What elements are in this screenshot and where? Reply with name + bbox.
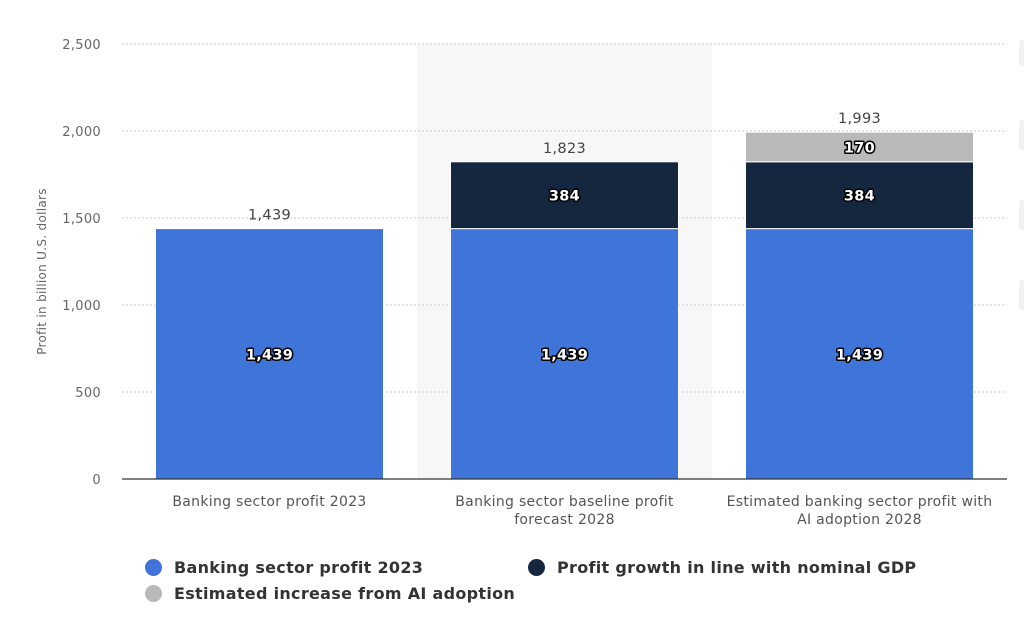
legend-item-banking-profit-2023[interactable]: Banking sector profit 2023: [145, 558, 423, 577]
legend-dot-profit-growth-gdp: [528, 559, 545, 576]
side-scroll-tab: [1019, 120, 1024, 150]
legend-label: Profit growth in line with nominal GDP: [557, 558, 917, 577]
bar-segment-label: 384: [549, 189, 580, 205]
y-tick-label: 1,500: [62, 212, 101, 227]
y-tick-label: 0: [92, 473, 101, 488]
legend-dot-banking-profit-2023: [145, 559, 162, 576]
side-scroll-tab: [1019, 280, 1024, 310]
legend-dot-ai-adoption-increase: [145, 585, 162, 602]
bar-total-label: 1,993: [838, 111, 881, 127]
x-category-label: Banking sector baseline profit: [455, 494, 674, 510]
bar-segment-label: 1,439: [541, 347, 588, 363]
y-tick-label: 500: [75, 386, 101, 401]
legend-item-ai-adoption-increase[interactable]: Estimated increase from AI adoption: [145, 584, 515, 603]
legend-label: Banking sector profit 2023: [174, 558, 424, 577]
bar-segment: [745, 161, 974, 230]
bar-segment: [155, 228, 384, 480]
side-scroll-tab: [1019, 200, 1024, 230]
y-tick-label: 2,500: [62, 38, 101, 53]
side-scroll-tab: [1019, 40, 1024, 66]
x-category-label: Banking sector profit 2023: [172, 494, 366, 510]
legend-label: Estimated increase from AI adoption: [174, 584, 516, 603]
legend-item-profit-growth-gdp[interactable]: Profit growth in line with nominal GDP: [528, 558, 916, 577]
chart-legend: Banking sector profit 2023 Profit growth…: [145, 558, 965, 618]
bar-segment-label: 1,439: [836, 347, 883, 363]
y-axis-label: Profit in billion U.S. dollars: [35, 188, 49, 355]
y-tick-label: 1,000: [62, 299, 101, 314]
y-tick-label: 2,000: [62, 125, 101, 140]
bar-segment: [745, 131, 974, 163]
bar-segment-label: 384: [844, 189, 875, 205]
bar-total-label: 1,823: [543, 141, 586, 157]
bar-segment-label: 1,439: [246, 347, 293, 363]
x-category-label: Estimated banking sector profit with: [727, 494, 993, 510]
x-category-label: forecast 2028: [514, 512, 615, 528]
bar-segment: [450, 161, 679, 230]
stacked-bar-chart: 0 500 1,000 1,500 2,000 2,500 Profit in billio…: [35, 38, 1007, 528]
bar-total-label: 1,439: [248, 208, 291, 224]
x-category-label: AI adoption 2028: [797, 512, 922, 528]
bar-segment-label: 170: [844, 141, 875, 157]
bar-segment: [450, 228, 679, 480]
